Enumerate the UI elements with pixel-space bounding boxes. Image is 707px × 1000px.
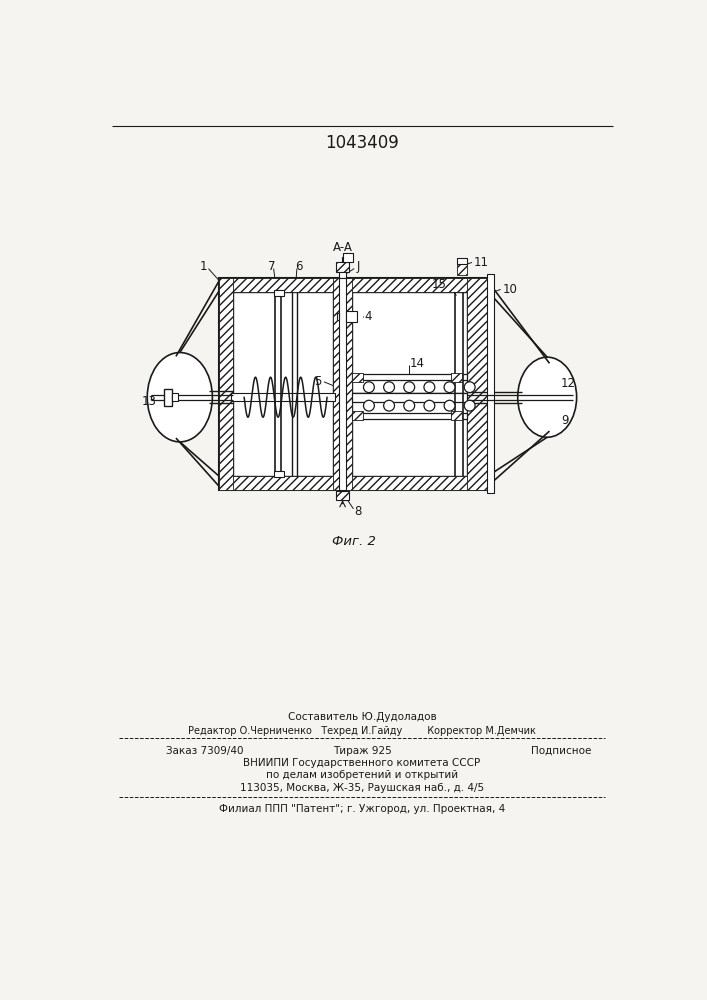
Circle shape bbox=[384, 382, 395, 393]
Bar bbox=[218, 476, 489, 490]
Bar bbox=[352, 373, 363, 382]
Text: 13: 13 bbox=[141, 395, 156, 408]
Bar bbox=[339, 490, 346, 491]
Bar bbox=[344, 253, 353, 262]
Bar bbox=[218, 278, 233, 490]
Circle shape bbox=[464, 382, 475, 393]
Bar bbox=[352, 411, 363, 420]
Text: 7: 7 bbox=[267, 260, 275, 273]
Bar bbox=[486, 274, 494, 493]
Bar bbox=[352, 292, 467, 476]
Circle shape bbox=[384, 400, 395, 411]
Text: Составитель Ю.Дудоладов: Составитель Ю.Дудоладов bbox=[288, 712, 436, 722]
Text: 9: 9 bbox=[561, 414, 568, 427]
Bar bbox=[218, 278, 489, 490]
Text: 6: 6 bbox=[295, 260, 302, 273]
Text: J: J bbox=[356, 260, 360, 273]
Circle shape bbox=[363, 400, 374, 411]
Bar bbox=[352, 374, 467, 380]
Text: 14: 14 bbox=[409, 357, 424, 370]
Circle shape bbox=[424, 382, 435, 393]
Text: Тираж 925: Тираж 925 bbox=[332, 746, 392, 756]
Text: 8: 8 bbox=[354, 505, 362, 518]
Bar bbox=[274, 290, 284, 296]
Bar bbox=[233, 292, 333, 476]
Text: 15: 15 bbox=[432, 278, 447, 291]
Bar bbox=[346, 311, 356, 322]
Bar bbox=[164, 389, 172, 406]
Text: Редактор О.Черниченко   Техред И.Гайду        Корректор М.Демчик: Редактор О.Черниченко Техред И.Гайду Кор… bbox=[188, 726, 536, 736]
Bar bbox=[337, 491, 349, 500]
Circle shape bbox=[424, 400, 435, 411]
Bar bbox=[339, 278, 346, 490]
Circle shape bbox=[363, 382, 374, 393]
Text: 4: 4 bbox=[364, 310, 372, 323]
Text: Филиал ППП "Патент"; г. Ужгород, ул. Проектная, 4: Филиал ППП "Патент"; г. Ужгород, ул. Про… bbox=[219, 804, 505, 814]
Bar bbox=[467, 278, 489, 490]
Ellipse shape bbox=[518, 357, 577, 437]
Bar bbox=[451, 373, 462, 382]
Text: 1: 1 bbox=[199, 260, 207, 273]
Bar bbox=[457, 258, 467, 264]
Bar bbox=[218, 278, 489, 292]
Text: 12: 12 bbox=[561, 377, 576, 390]
Bar bbox=[451, 411, 462, 420]
Text: A-A: A-A bbox=[332, 241, 353, 254]
Text: по делам изобретений и открытий: по делам изобретений и открытий bbox=[266, 770, 458, 780]
Bar bbox=[352, 413, 467, 419]
Circle shape bbox=[444, 382, 455, 393]
Circle shape bbox=[464, 400, 475, 411]
Bar bbox=[352, 393, 467, 402]
Text: 1043409: 1043409 bbox=[325, 134, 399, 152]
Circle shape bbox=[404, 400, 414, 411]
Bar bbox=[457, 264, 467, 275]
Bar bbox=[337, 312, 339, 320]
Text: 10: 10 bbox=[502, 283, 517, 296]
Bar bbox=[333, 278, 352, 490]
Text: 113035, Москва, Ж-35, Раушская наб., д. 4/5: 113035, Москва, Ж-35, Раушская наб., д. … bbox=[240, 783, 484, 793]
Circle shape bbox=[444, 400, 455, 411]
Text: Фиг. 2: Фиг. 2 bbox=[332, 535, 376, 548]
Text: Заказ 7309/40: Заказ 7309/40 bbox=[166, 746, 243, 756]
Circle shape bbox=[404, 382, 414, 393]
Text: 11: 11 bbox=[474, 256, 489, 269]
Bar bbox=[339, 272, 346, 278]
Ellipse shape bbox=[147, 353, 212, 442]
Bar bbox=[172, 393, 178, 401]
Bar bbox=[231, 393, 335, 401]
Bar bbox=[274, 471, 284, 477]
Text: ВНИИПИ Государственного комитета СССР: ВНИИПИ Государственного комитета СССР bbox=[243, 758, 481, 768]
Text: 5: 5 bbox=[314, 375, 322, 388]
Bar bbox=[337, 262, 349, 272]
Text: Подписное: Подписное bbox=[531, 746, 591, 756]
